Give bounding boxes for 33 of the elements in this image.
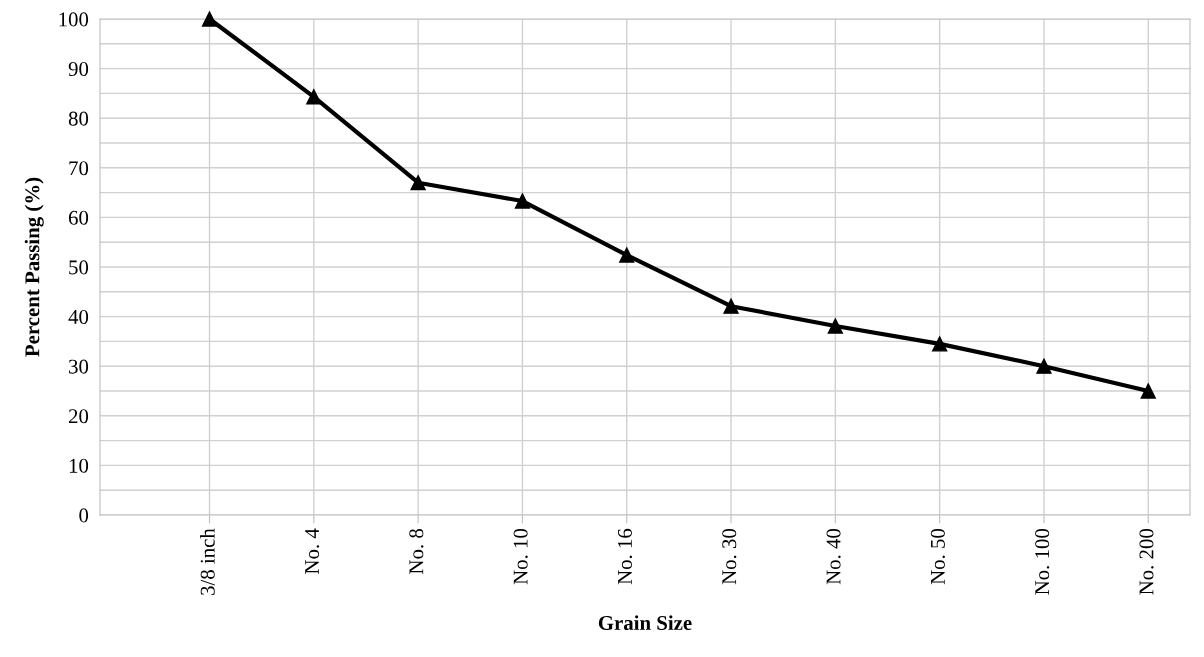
y-tick-label: 40 xyxy=(68,309,89,325)
y-tick-label: 30 xyxy=(69,359,89,374)
point xyxy=(410,175,426,191)
x-tick-label: No. 40 xyxy=(826,528,841,585)
x-tick-label: 3/8 inch xyxy=(200,528,215,595)
point xyxy=(1140,383,1156,399)
point xyxy=(619,247,635,263)
point xyxy=(306,89,322,105)
point xyxy=(932,336,948,352)
x-tick-label: No. 30 xyxy=(722,528,737,585)
x-tick-label: No. 50 xyxy=(930,528,945,585)
x-tick-label: No. 200 xyxy=(1139,528,1154,595)
y-tick-label: 80 xyxy=(68,111,89,126)
y-tick-label: 100 xyxy=(59,12,89,27)
y-tick-label: 50 xyxy=(69,260,89,275)
y-tick-label: 90 xyxy=(68,61,89,77)
x-tick-label: No. 16 xyxy=(617,528,633,585)
y-tick-label: 20 xyxy=(68,409,89,424)
point xyxy=(1036,358,1052,374)
x-tick-label: No. 8 xyxy=(409,528,424,574)
y-tick-label: 60 xyxy=(68,210,89,225)
point xyxy=(827,318,843,334)
y-axis-title: Percent Passing (%) xyxy=(24,177,44,357)
y-tick-label: 70 xyxy=(69,161,89,176)
x-axis-title: Grain Size xyxy=(598,615,692,630)
x-tick-label: No. 10 xyxy=(513,528,528,585)
point xyxy=(201,11,218,27)
x-tick-label: No. 100 xyxy=(1035,528,1050,595)
y-tick-label: 0 xyxy=(79,508,89,523)
y-tick-label: 10 xyxy=(69,458,89,473)
point xyxy=(723,298,739,314)
point xyxy=(514,193,531,209)
x-tick-label: No. 4 xyxy=(305,528,320,574)
